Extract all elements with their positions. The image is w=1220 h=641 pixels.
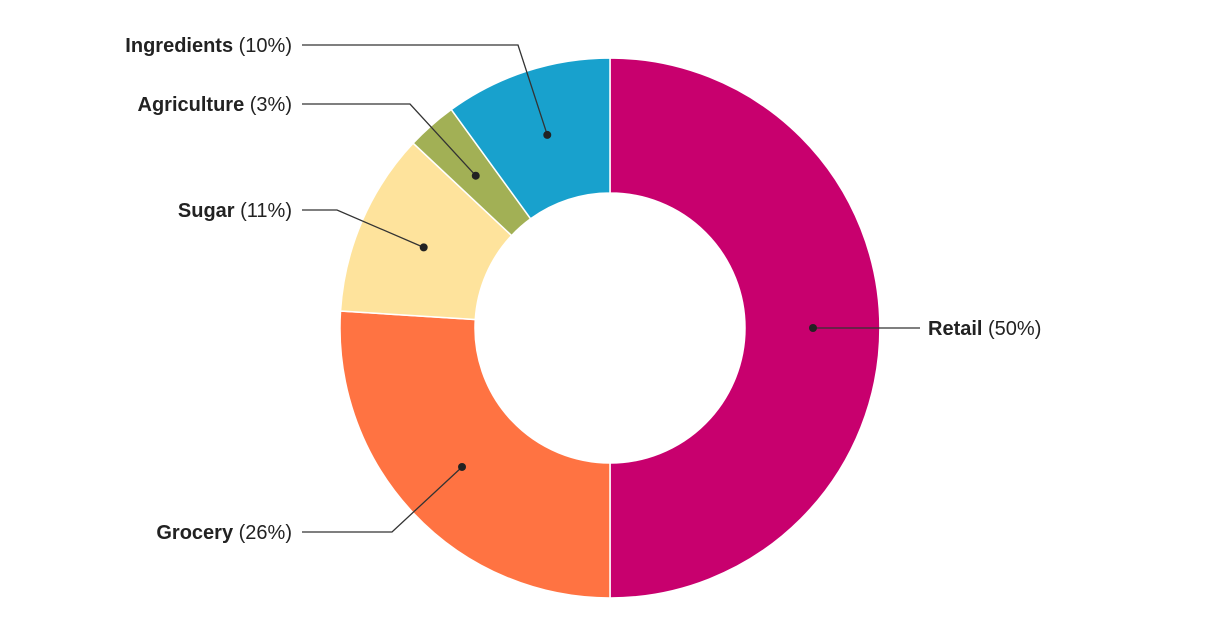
slice-label-value-ingredients: (10%): [233, 35, 292, 57]
slice-label-ingredients: Ingredients (10%): [125, 35, 292, 57]
leader-line-sugar: [302, 209, 424, 248]
slice-label-value-agriculture: (3%): [244, 94, 292, 116]
leader-dot-agriculture: [471, 171, 480, 180]
slice-label-name-agriculture: Agriculture: [138, 94, 245, 116]
slice-labels: Retail (50%) Grocery (26%) Sugar (11%) Agri…: [125, 35, 1041, 544]
slice-retail: [609, 57, 881, 599]
slice-label-grocery: Grocery (26%): [156, 522, 292, 544]
slice-label-value-retail: (50%): [982, 318, 1041, 340]
slice-label-sugar: Sugar (11%): [178, 200, 292, 222]
slice-label-agriculture: Agriculture (3%): [138, 94, 292, 116]
leader-dot-sugar: [419, 243, 428, 252]
slice-label-name-grocery: Grocery: [156, 522, 234, 544]
leader-dot-retail: [809, 324, 817, 332]
leader-line-grocery: [302, 466, 463, 533]
leader-line-ingredients: [302, 44, 548, 136]
leader-dot-grocery: [458, 462, 467, 471]
slice-label-value-grocery: (26%): [233, 522, 292, 544]
slice-label-name-ingredients: Ingredients: [125, 35, 233, 57]
leader-dot-ingredients: [543, 130, 552, 139]
slice-grocery: [339, 310, 611, 599]
slices: [339, 57, 881, 599]
slice-label-value-sugar: (11%): [235, 200, 292, 222]
slice-ingredients: [450, 57, 611, 220]
leader-lines: [302, 44, 920, 533]
slice-label-name-retail: Retail: [928, 318, 982, 340]
slice-label-name-sugar: Sugar: [178, 200, 235, 222]
leader-line-agriculture: [302, 103, 477, 177]
slice-label-retail: Retail (50%): [928, 318, 1041, 340]
